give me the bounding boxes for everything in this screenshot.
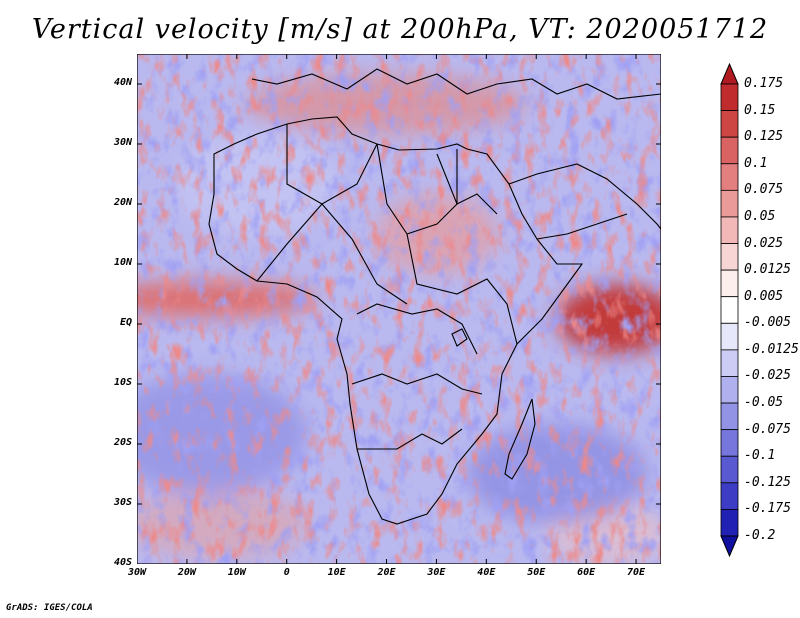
colorbar-label: -0.1 — [744, 448, 776, 464]
lon-label: 10W — [227, 567, 246, 578]
colorbar-label: 0.075 — [744, 182, 784, 198]
coastlines-and-borders — [208, 68, 661, 525]
colorbar-swatch — [720, 163, 739, 191]
lon-label: 20W — [177, 567, 196, 578]
colorbar-label: -0.175 — [744, 501, 791, 517]
colorbar-label: -0.075 — [744, 421, 791, 437]
colorbar-swatch — [720, 136, 739, 165]
colorbar-label: -0.025 — [744, 368, 791, 384]
arabia-coastline — [508, 163, 661, 240]
map-title: Vertical velocity [m/s] at 200hPa, VT: 2… — [31, 14, 769, 45]
colorbar-swatch — [720, 376, 739, 404]
colorbar-label: 0.125 — [744, 129, 784, 145]
map-ticks — [137, 54, 661, 564]
lon-label: 10E — [327, 567, 346, 578]
colorbar-swatch — [720, 243, 739, 271]
lon-label: 0 — [283, 567, 290, 578]
map-plot — [137, 54, 661, 564]
colorbar-top-arrow — [720, 62, 739, 85]
country-border-5 — [356, 303, 478, 355]
country-border-6 — [351, 373, 483, 395]
colorbar-swatch — [720, 110, 739, 138]
madagascar-coastline — [504, 398, 536, 480]
lat-label: 10N — [113, 257, 132, 268]
field-noise-red — [137, 54, 661, 564]
lat-label: 20N — [113, 197, 132, 208]
colorbar-bottom-arrow — [720, 535, 739, 558]
colorbar-label: 0.1 — [744, 155, 768, 171]
lat-label: EQ — [119, 317, 132, 328]
colorbar-swatch — [720, 322, 739, 351]
africa-coastline — [208, 116, 584, 525]
colorbar-label: 0.025 — [744, 235, 784, 251]
country-border-8 — [436, 153, 498, 215]
vertical-velocity-field — [137, 54, 661, 564]
lon-label: 20E — [377, 567, 396, 578]
lake-victoria — [451, 328, 468, 347]
lat-label: 40S — [113, 557, 132, 568]
colorbar-label: 0.0125 — [744, 262, 791, 278]
lat-label: 10S — [113, 377, 132, 388]
country-border-2 — [376, 143, 458, 235]
lon-label: 30W — [127, 567, 147, 578]
colorbar-label: -0.05 — [744, 395, 784, 411]
country-border-7 — [357, 428, 463, 450]
lon-label: 60E — [577, 567, 596, 578]
country-border-3 — [256, 203, 408, 305]
lon-label: 50E — [527, 567, 546, 578]
colorbar-label: 0.15 — [744, 102, 776, 118]
lat-label: 20S — [113, 437, 132, 448]
lon-label: 40E — [477, 567, 496, 578]
colorbar-label: 0.175 — [744, 76, 784, 91]
colorbar-label: 0.05 — [744, 208, 776, 224]
colorbar-label: -0.125 — [744, 474, 791, 490]
colorbar-swatch — [720, 455, 739, 484]
colorbar-swatch — [720, 216, 739, 244]
colorbar-swatch — [720, 429, 739, 457]
colorbar-label: -0.0125 — [744, 341, 799, 357]
colorbar-label: 0.005 — [744, 288, 784, 304]
lon-label: 30E — [427, 567, 446, 578]
colorbar-swatch — [720, 349, 739, 377]
colorbar-swatch — [720, 83, 739, 111]
colorbar-swatch — [720, 189, 739, 218]
colorbar-swatch — [720, 509, 739, 537]
colorbar-swatch — [720, 296, 739, 324]
lon-label: 70E — [627, 567, 646, 578]
colorbar-label: -0.2 — [744, 528, 776, 543]
lat-label: 40N — [113, 77, 132, 88]
europe-coastline — [251, 68, 661, 100]
country-border-4 — [406, 233, 518, 345]
lat-label: 30N — [113, 137, 132, 148]
colorbar-swatch — [720, 269, 739, 298]
grads-credit: GrADS: IGES/COLA — [6, 603, 93, 613]
lat-label: 30S — [113, 497, 132, 508]
colorbar-swatch — [720, 402, 739, 431]
colorbar-label: -0.005 — [744, 315, 791, 331]
colorbar-swatch — [720, 482, 739, 510]
